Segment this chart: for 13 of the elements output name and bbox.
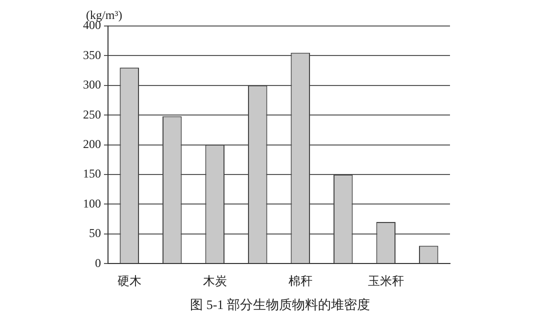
x-tick-label: 玉米秆 [368, 274, 404, 288]
y-tick-label: 0 [95, 256, 101, 270]
y-tick-label: 350 [83, 48, 101, 62]
x-tick-label: 棉秆 [288, 274, 312, 288]
y-tick-label: 150 [83, 166, 101, 181]
x-tick-label: 木炭 [202, 274, 227, 288]
x-tick-label: 硬木 [117, 274, 142, 288]
y-tick-label: 200 [83, 136, 101, 151]
y-tick-label: 250 [83, 107, 101, 122]
y-tick-label: 300 [83, 78, 101, 92]
y-tick-label: 100 [83, 196, 101, 210]
y-tick-label: 50 [89, 226, 101, 240]
text: 图 5-1 部分生物质物料的堆密度 [189, 296, 371, 314]
